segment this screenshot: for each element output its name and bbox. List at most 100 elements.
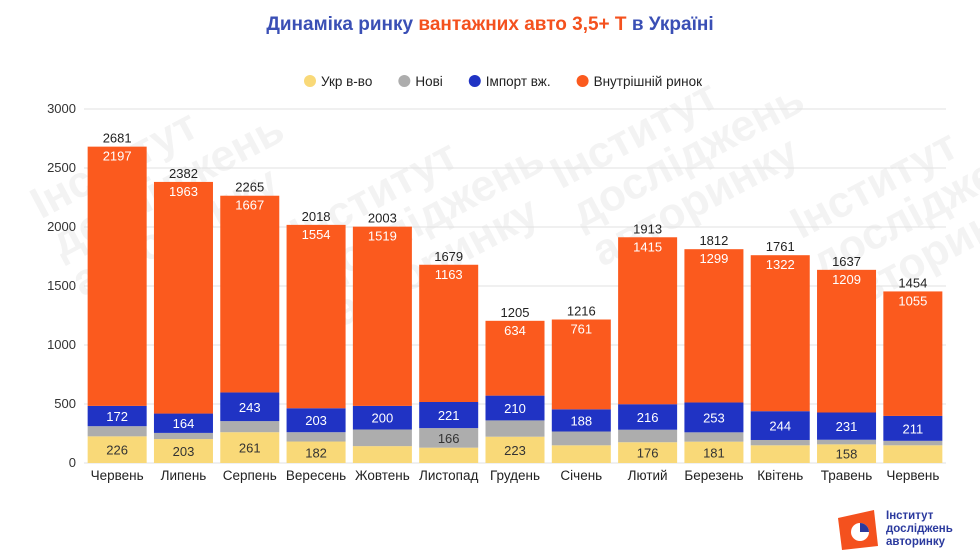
total-label: 2265: [235, 180, 264, 195]
bar-segment: [883, 415, 943, 441]
title-part-1: Динаміка ринку: [266, 14, 414, 35]
x-tick-label: Березень: [684, 468, 743, 483]
bar-segment: [817, 444, 877, 463]
total-label: 1679: [434, 249, 463, 264]
bar-segment: [87, 405, 147, 427]
bar-segment: [485, 420, 545, 437]
bar-segment: [551, 431, 611, 446]
bar-segment: [485, 320, 545, 396]
legend-label: Внутрішній ринок: [594, 74, 702, 89]
data-label: 1667: [235, 198, 264, 213]
x-tick-label: Вересень: [286, 468, 346, 483]
x-tick-label: Серпень: [223, 468, 277, 483]
title-part-3: в Україні: [631, 14, 714, 35]
data-label: 244: [769, 419, 791, 434]
bar-segment: [817, 269, 877, 413]
bar-segment: [153, 439, 213, 463]
bar-segment: [286, 432, 346, 442]
bar-segment: [286, 441, 346, 463]
logo-text: Інститут досліджень авторинку: [886, 510, 953, 548]
data-label: 200: [372, 411, 394, 426]
bar-segment: [618, 429, 678, 443]
x-tick-label: Липень: [161, 468, 207, 483]
legend-label: Імпорт вж.: [486, 74, 551, 89]
bar-segment: [684, 249, 744, 403]
bar-segment: [220, 195, 280, 393]
total-label: 1454: [898, 275, 927, 290]
data-label: 1519: [368, 229, 397, 244]
data-label: 181: [703, 445, 725, 460]
y-tick-label: 1500: [47, 278, 76, 293]
data-label: 203: [305, 413, 327, 428]
bar-segment: [750, 411, 810, 440]
bar-segment: [551, 445, 611, 463]
brand-logo: Інститут досліджень авторинку: [836, 508, 976, 552]
chart-title: Динаміка ринку вантажних авто 3,5+ Т в У…: [0, 14, 980, 36]
y-tick-label: 2000: [47, 219, 76, 234]
bar-segment: [352, 405, 412, 430]
bar-segment: [153, 432, 213, 440]
bar-segment: [883, 291, 943, 416]
bar-segment: [551, 319, 611, 410]
data-label: 164: [173, 416, 195, 431]
total-label: 1761: [766, 239, 795, 254]
bar-segment: [153, 413, 213, 433]
data-label: 231: [836, 419, 858, 434]
data-label: 221: [438, 408, 460, 423]
data-label: 1963: [169, 184, 198, 199]
total-label: 2018: [302, 209, 331, 224]
data-label: 261: [239, 441, 261, 456]
bar-segment: [618, 442, 678, 463]
data-label: 1322: [766, 257, 795, 272]
bar-segment: [419, 447, 479, 463]
x-tick-label: Жовтень: [355, 468, 410, 483]
x-tick-label: Червень: [91, 468, 144, 483]
x-tick-label: Червень: [886, 468, 939, 483]
legend-label: Укр в-во: [321, 74, 372, 89]
x-tick-label: Листопад: [419, 468, 479, 483]
y-tick-label: 2500: [47, 160, 76, 175]
data-label: 188: [570, 413, 592, 428]
bar-segment: [286, 408, 346, 433]
data-label: 176: [637, 446, 659, 461]
bar-segment: [817, 439, 877, 445]
legend-marker: [304, 75, 316, 87]
bar-segment: [352, 429, 412, 447]
data-label: 253: [703, 410, 725, 425]
data-label: 203: [173, 444, 195, 459]
data-label: 210: [504, 401, 526, 416]
data-label: 223: [504, 443, 526, 458]
title-part-2: вантажних авто 3,5+ Т: [418, 14, 627, 35]
bar-segment: [419, 264, 479, 402]
bar-segment: [618, 237, 678, 405]
data-label: 182: [305, 445, 327, 460]
legend-marker: [398, 75, 411, 87]
data-label: 216: [637, 410, 659, 425]
bar-segment: [87, 146, 147, 406]
data-label: 1415: [633, 239, 662, 254]
bar-segment: [817, 412, 877, 440]
legend-marker: [576, 75, 589, 87]
bar-segment: [419, 428, 479, 448]
x-tick-label: Травень: [821, 468, 873, 483]
bar-segment: [883, 445, 943, 463]
bar-segment: [87, 436, 147, 463]
bar-segment: [485, 395, 545, 421]
bar-segment: [220, 432, 280, 463]
data-label: 2197: [103, 149, 132, 164]
bar-segment: [750, 439, 810, 446]
data-label: 761: [570, 322, 592, 337]
data-label: 166: [438, 431, 460, 446]
bar-segment: [684, 402, 744, 433]
x-tick-label: Лютий: [628, 468, 668, 483]
x-tick-label: Квітень: [757, 468, 803, 483]
data-label: 1055: [898, 293, 927, 308]
y-tick-label: 500: [54, 396, 76, 411]
bar-segment: [87, 426, 147, 437]
bar-segment: [883, 440, 943, 446]
total-label: 1637: [832, 254, 861, 269]
bar-segment: [153, 181, 213, 414]
x-tick-label: Січень: [560, 468, 602, 483]
total-label: 1913: [633, 221, 662, 236]
